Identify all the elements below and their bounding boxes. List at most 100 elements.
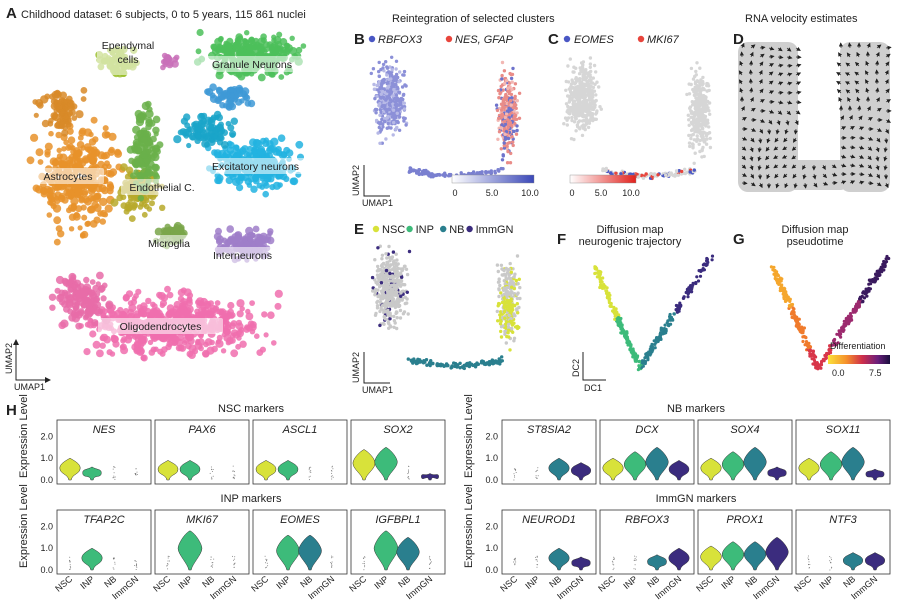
panel-e-cell (376, 299, 380, 303)
panel-a-cell (120, 163, 128, 172)
panel-e-cell (510, 285, 514, 289)
panel-e-cell (500, 300, 505, 305)
panel-e-cell (404, 267, 409, 271)
panel-c-cell (664, 173, 668, 177)
panel-e-legend-dot (466, 225, 473, 233)
panel-e-cell (382, 296, 386, 300)
panel-b-cbar-tick-1: 5.0 (486, 188, 499, 198)
panel-a-cell (99, 197, 108, 207)
panel-c-cell (583, 76, 587, 81)
panel-e-cell (389, 290, 393, 294)
panel-a-cell (236, 35, 244, 42)
panel-b-cell (386, 84, 391, 89)
panel-a-cell (274, 289, 283, 298)
panel-a-cell (214, 125, 220, 131)
panel-b-cell (382, 77, 386, 82)
panel-c-cell (588, 65, 592, 70)
panel-a-cell (247, 37, 256, 45)
panel-a-cell (211, 43, 219, 52)
panel-b-cell (500, 158, 505, 162)
panel-b: Reintegration of selected clusters B RBF… (351, 13, 555, 208)
panel-c-cell (588, 96, 592, 100)
panel-d: RNA velocity estimates D (733, 13, 892, 192)
panel-b-cell (502, 105, 506, 109)
panel-e-cell (496, 269, 500, 274)
panel-a-cell (247, 99, 256, 108)
panel-a-cell (135, 288, 142, 295)
panel-e-legend-dot (406, 225, 413, 233)
panel-e-cell (380, 257, 384, 261)
panel-e-cell (384, 252, 388, 256)
panel-a-cell (92, 136, 99, 143)
panel-e-cell (394, 274, 398, 278)
panel-c-cell (693, 151, 697, 155)
panel-b-cell (443, 173, 447, 177)
panel-a-cell (90, 116, 98, 124)
panel-b-cell (511, 140, 515, 144)
panel-a-cell (235, 322, 244, 331)
panel-e-cell (385, 256, 389, 260)
panel-a-cell (191, 121, 197, 128)
panel-c-cell (692, 161, 696, 165)
panel-a-cell (277, 182, 283, 188)
panel-c-cell (707, 109, 711, 113)
panel-a-cell (147, 339, 154, 346)
panel-d-region (770, 160, 850, 190)
panel-e-cell (407, 249, 412, 254)
panel-e-cell (380, 253, 385, 257)
panel-a-cell (44, 93, 51, 100)
panel-a-cell (289, 35, 295, 41)
panel-b-cell (394, 127, 398, 131)
panel-c-cell (689, 66, 694, 71)
panel-e-cell (502, 310, 507, 314)
panel-a-cell (78, 196, 85, 204)
panel-a-cell (300, 43, 307, 49)
panel-b-cell (511, 66, 515, 71)
panel-d-arrow (867, 181, 874, 186)
panel-a-axis-y: UMAP2 (4, 343, 14, 374)
panel-b-cell (402, 107, 407, 111)
panel-a-cell (199, 310, 206, 317)
panel-a-cell (230, 349, 239, 358)
panel-c-cell (568, 112, 572, 116)
panel-b-cell (391, 94, 395, 98)
panel-c-cell (689, 128, 694, 133)
panel-e-cell (384, 268, 389, 273)
panel-c-cell (581, 114, 585, 119)
panel-e-cell (386, 263, 390, 267)
panel-e-cell (495, 263, 500, 267)
panel-c-cell (690, 110, 694, 114)
panel-a-cell (100, 152, 108, 160)
panel-e-cell (380, 303, 385, 308)
panel-b-cell (495, 108, 500, 113)
panel-e-cell (381, 321, 386, 326)
panel-c-cell (577, 126, 581, 130)
panel-a-cell (180, 287, 187, 294)
panel-e-cell (394, 252, 398, 256)
panel-b-cell (377, 121, 381, 125)
panel-a-cell (275, 149, 283, 157)
panel-e-cell (378, 285, 382, 289)
panel-a-cell (267, 228, 274, 235)
panel-a-cell (266, 146, 274, 155)
panel-a-cell (48, 293, 57, 301)
panel-e-cell (504, 320, 509, 324)
panel-b-cell (378, 102, 382, 106)
panel-a-cell (230, 117, 238, 125)
panel-c-cell (685, 92, 689, 97)
panel-a-cell (195, 338, 201, 344)
panel-a-cell (72, 150, 82, 159)
panel-a-cell (267, 311, 275, 320)
panel-b-cell (402, 92, 406, 97)
panel-c-cell (570, 78, 574, 82)
panel-e-cell (503, 329, 507, 334)
panel-a-cell (275, 174, 281, 180)
panel-e-umap (370, 244, 522, 371)
panel-e-cell (517, 277, 521, 281)
panel-a-cell (204, 302, 211, 309)
panel-b-cell (502, 141, 506, 145)
panel-c-cell (708, 145, 713, 150)
panel-c-cell (701, 75, 705, 80)
panel-a-cell (247, 43, 255, 51)
panel-b-cell (502, 69, 507, 73)
